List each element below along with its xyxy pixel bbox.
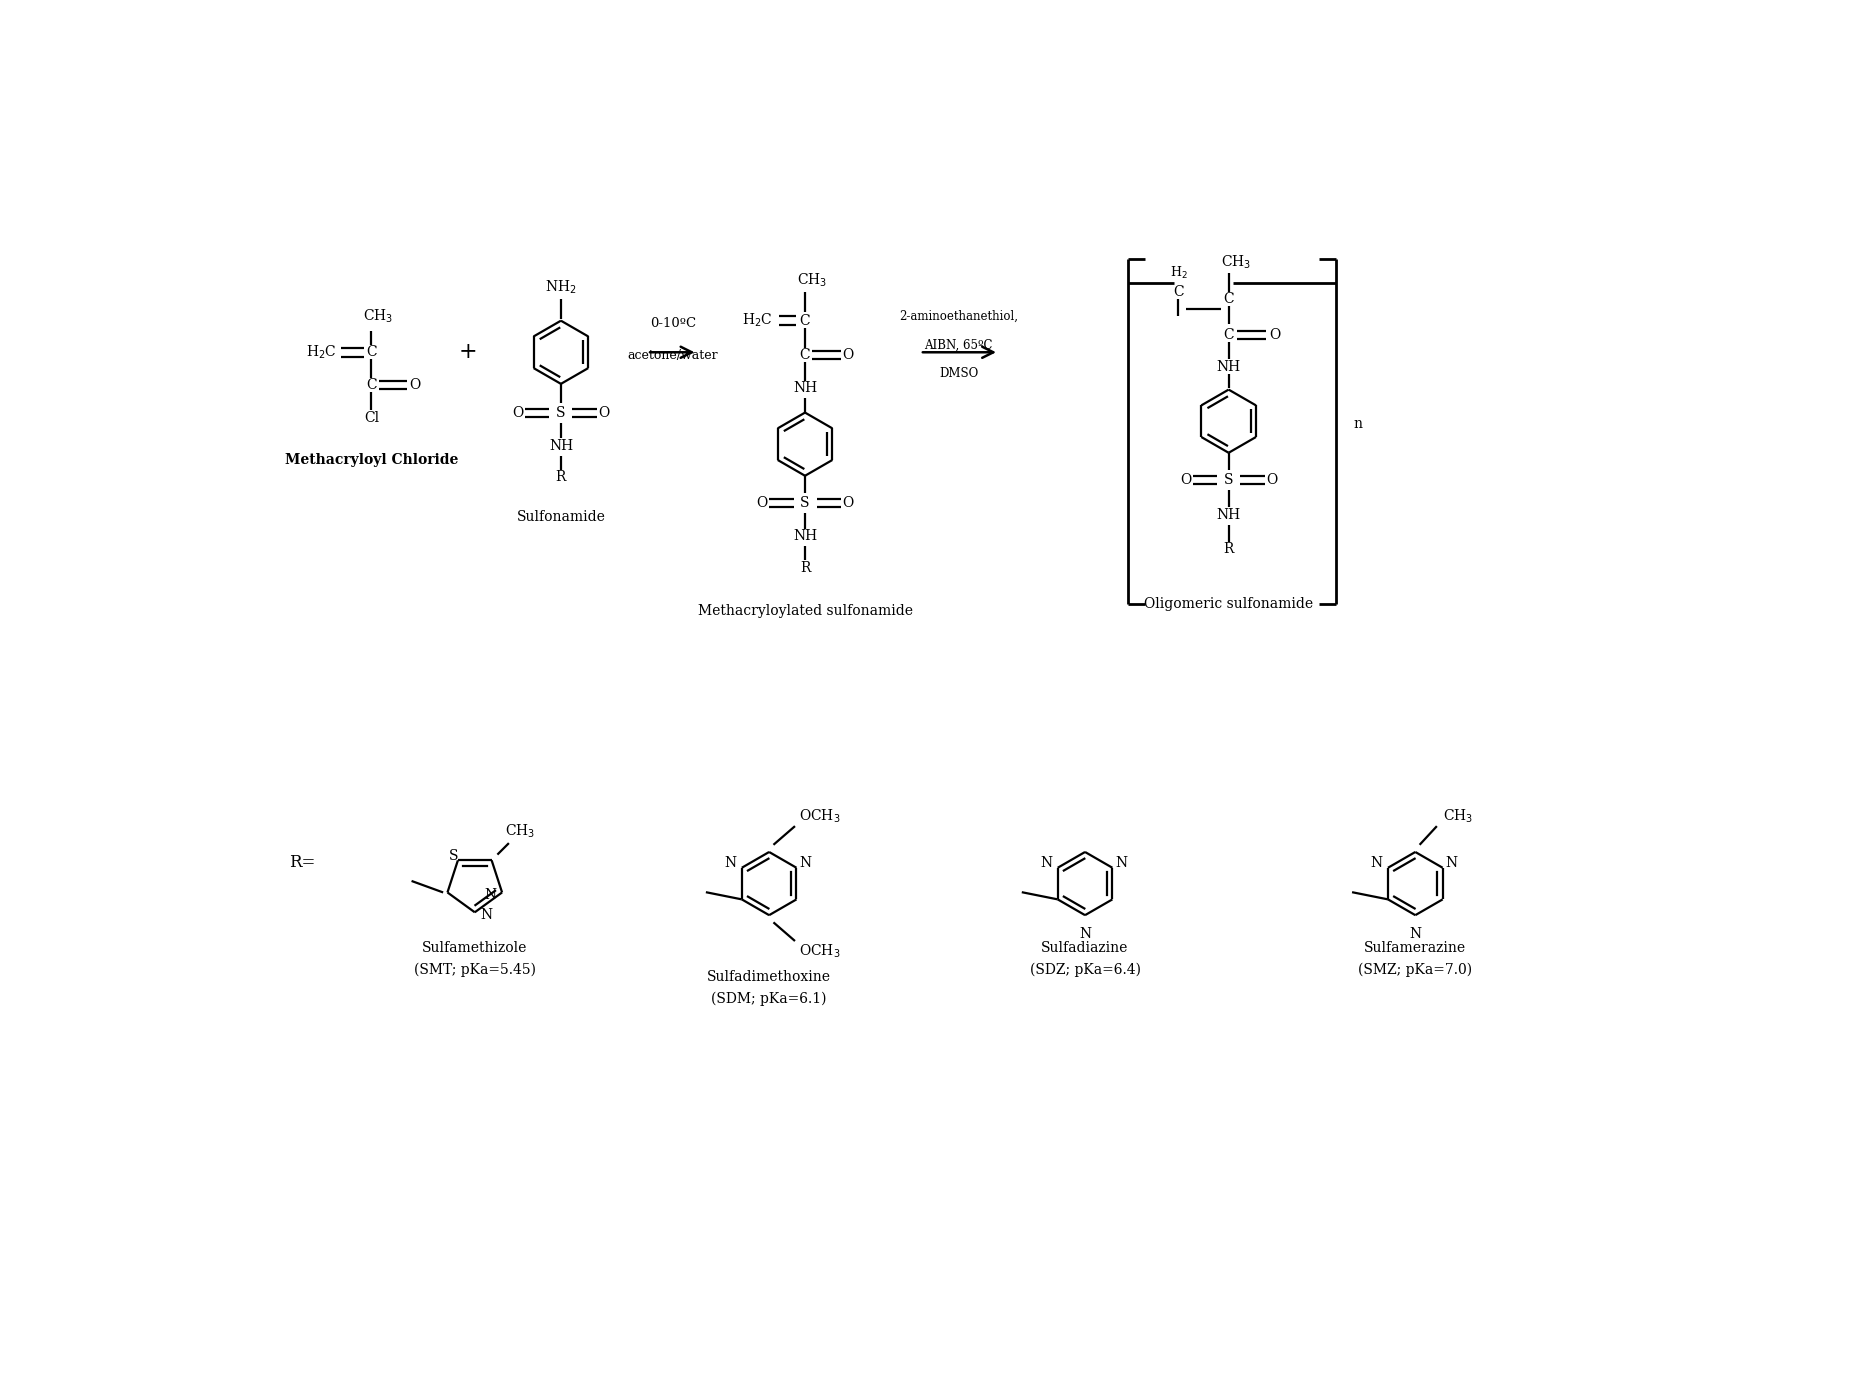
Text: DMSO: DMSO — [939, 367, 979, 381]
Text: O: O — [757, 495, 768, 511]
Text: C: C — [800, 348, 811, 362]
Text: O: O — [1268, 328, 1279, 342]
Text: CH$_3$: CH$_3$ — [796, 272, 828, 290]
Text: H$_2$C: H$_2$C — [742, 312, 772, 330]
Text: O: O — [513, 406, 524, 420]
Text: n: n — [1353, 417, 1361, 431]
Text: C: C — [365, 345, 377, 359]
Text: Methacryloyl Chloride: Methacryloyl Chloride — [285, 453, 459, 466]
Text: Oligomeric sulfonamide: Oligomeric sulfonamide — [1143, 596, 1312, 610]
Text: N: N — [1079, 927, 1090, 941]
Text: NH: NH — [1215, 360, 1240, 374]
Text: N: N — [1370, 857, 1381, 871]
Text: NH: NH — [792, 381, 816, 395]
Text: O: O — [843, 495, 854, 511]
Text: NH$_2$: NH$_2$ — [544, 279, 576, 297]
Text: C: C — [365, 378, 377, 392]
Text: H$_2$: H$_2$ — [1169, 265, 1187, 282]
Text: O: O — [1180, 473, 1191, 487]
Text: CH$_3$: CH$_3$ — [1221, 253, 1251, 270]
Text: (SDZ; pKa=6.4): (SDZ; pKa=6.4) — [1029, 962, 1141, 977]
Text: 0-10ºC: 0-10ºC — [649, 317, 695, 330]
Text: +: + — [459, 341, 477, 363]
Text: R=: R= — [289, 854, 315, 871]
Text: R: R — [1223, 542, 1234, 556]
Text: Sulfamethizole: Sulfamethizole — [421, 941, 528, 955]
Text: NH: NH — [548, 439, 572, 453]
Text: N: N — [1445, 857, 1456, 871]
Text: OCH$_3$: OCH$_3$ — [798, 807, 841, 825]
Text: NH: NH — [1215, 508, 1240, 522]
Text: Sulfadiazine: Sulfadiazine — [1040, 941, 1128, 955]
Text: CH$_3$: CH$_3$ — [1443, 807, 1473, 825]
Text: C: C — [1223, 293, 1234, 306]
Text: (SMT; pKa=5.45): (SMT; pKa=5.45) — [414, 962, 535, 977]
Text: S: S — [800, 495, 809, 511]
Text: S: S — [449, 849, 459, 862]
Text: CH$_3$: CH$_3$ — [505, 822, 535, 840]
Text: acetone/water: acetone/water — [628, 349, 718, 362]
Text: AIBN, 65ºC: AIBN, 65ºC — [925, 338, 992, 352]
Text: O: O — [408, 378, 419, 392]
Text: (SMZ; pKa=7.0): (SMZ; pKa=7.0) — [1357, 962, 1471, 977]
Text: S: S — [555, 406, 565, 420]
Text: N: N — [798, 857, 811, 871]
Text: OCH$_3$: OCH$_3$ — [798, 943, 841, 959]
Text: NH: NH — [792, 529, 816, 544]
Text: R: R — [555, 471, 567, 484]
Text: Methacryloylated sulfonamide: Methacryloylated sulfonamide — [697, 603, 911, 618]
Text: N: N — [1040, 857, 1051, 871]
Text: H$_2$C: H$_2$C — [306, 344, 336, 362]
Text: CH$_3$: CH$_3$ — [363, 308, 393, 326]
Text: Sulfamerazine: Sulfamerazine — [1364, 941, 1465, 955]
Text: C: C — [1223, 328, 1234, 342]
Text: (SDM; pKa=6.1): (SDM; pKa=6.1) — [710, 991, 826, 1006]
Text: N: N — [723, 857, 736, 871]
Text: C: C — [800, 313, 811, 327]
Text: Sulfonamide: Sulfonamide — [516, 511, 606, 524]
Text: N: N — [1115, 857, 1126, 871]
Text: R: R — [800, 560, 809, 574]
Text: N: N — [485, 889, 496, 903]
Text: N: N — [1409, 927, 1420, 941]
Text: Cl: Cl — [363, 411, 378, 425]
Text: S: S — [1223, 473, 1232, 487]
Text: C: C — [1172, 284, 1184, 299]
Text: 2-aminoethanethiol,: 2-aminoethanethiol, — [898, 310, 1018, 323]
Text: O: O — [598, 406, 610, 420]
Text: N: N — [479, 908, 492, 922]
Text: Sulfadimethoxine: Sulfadimethoxine — [706, 970, 831, 984]
Text: O: O — [843, 348, 854, 362]
Text: O: O — [1266, 473, 1277, 487]
